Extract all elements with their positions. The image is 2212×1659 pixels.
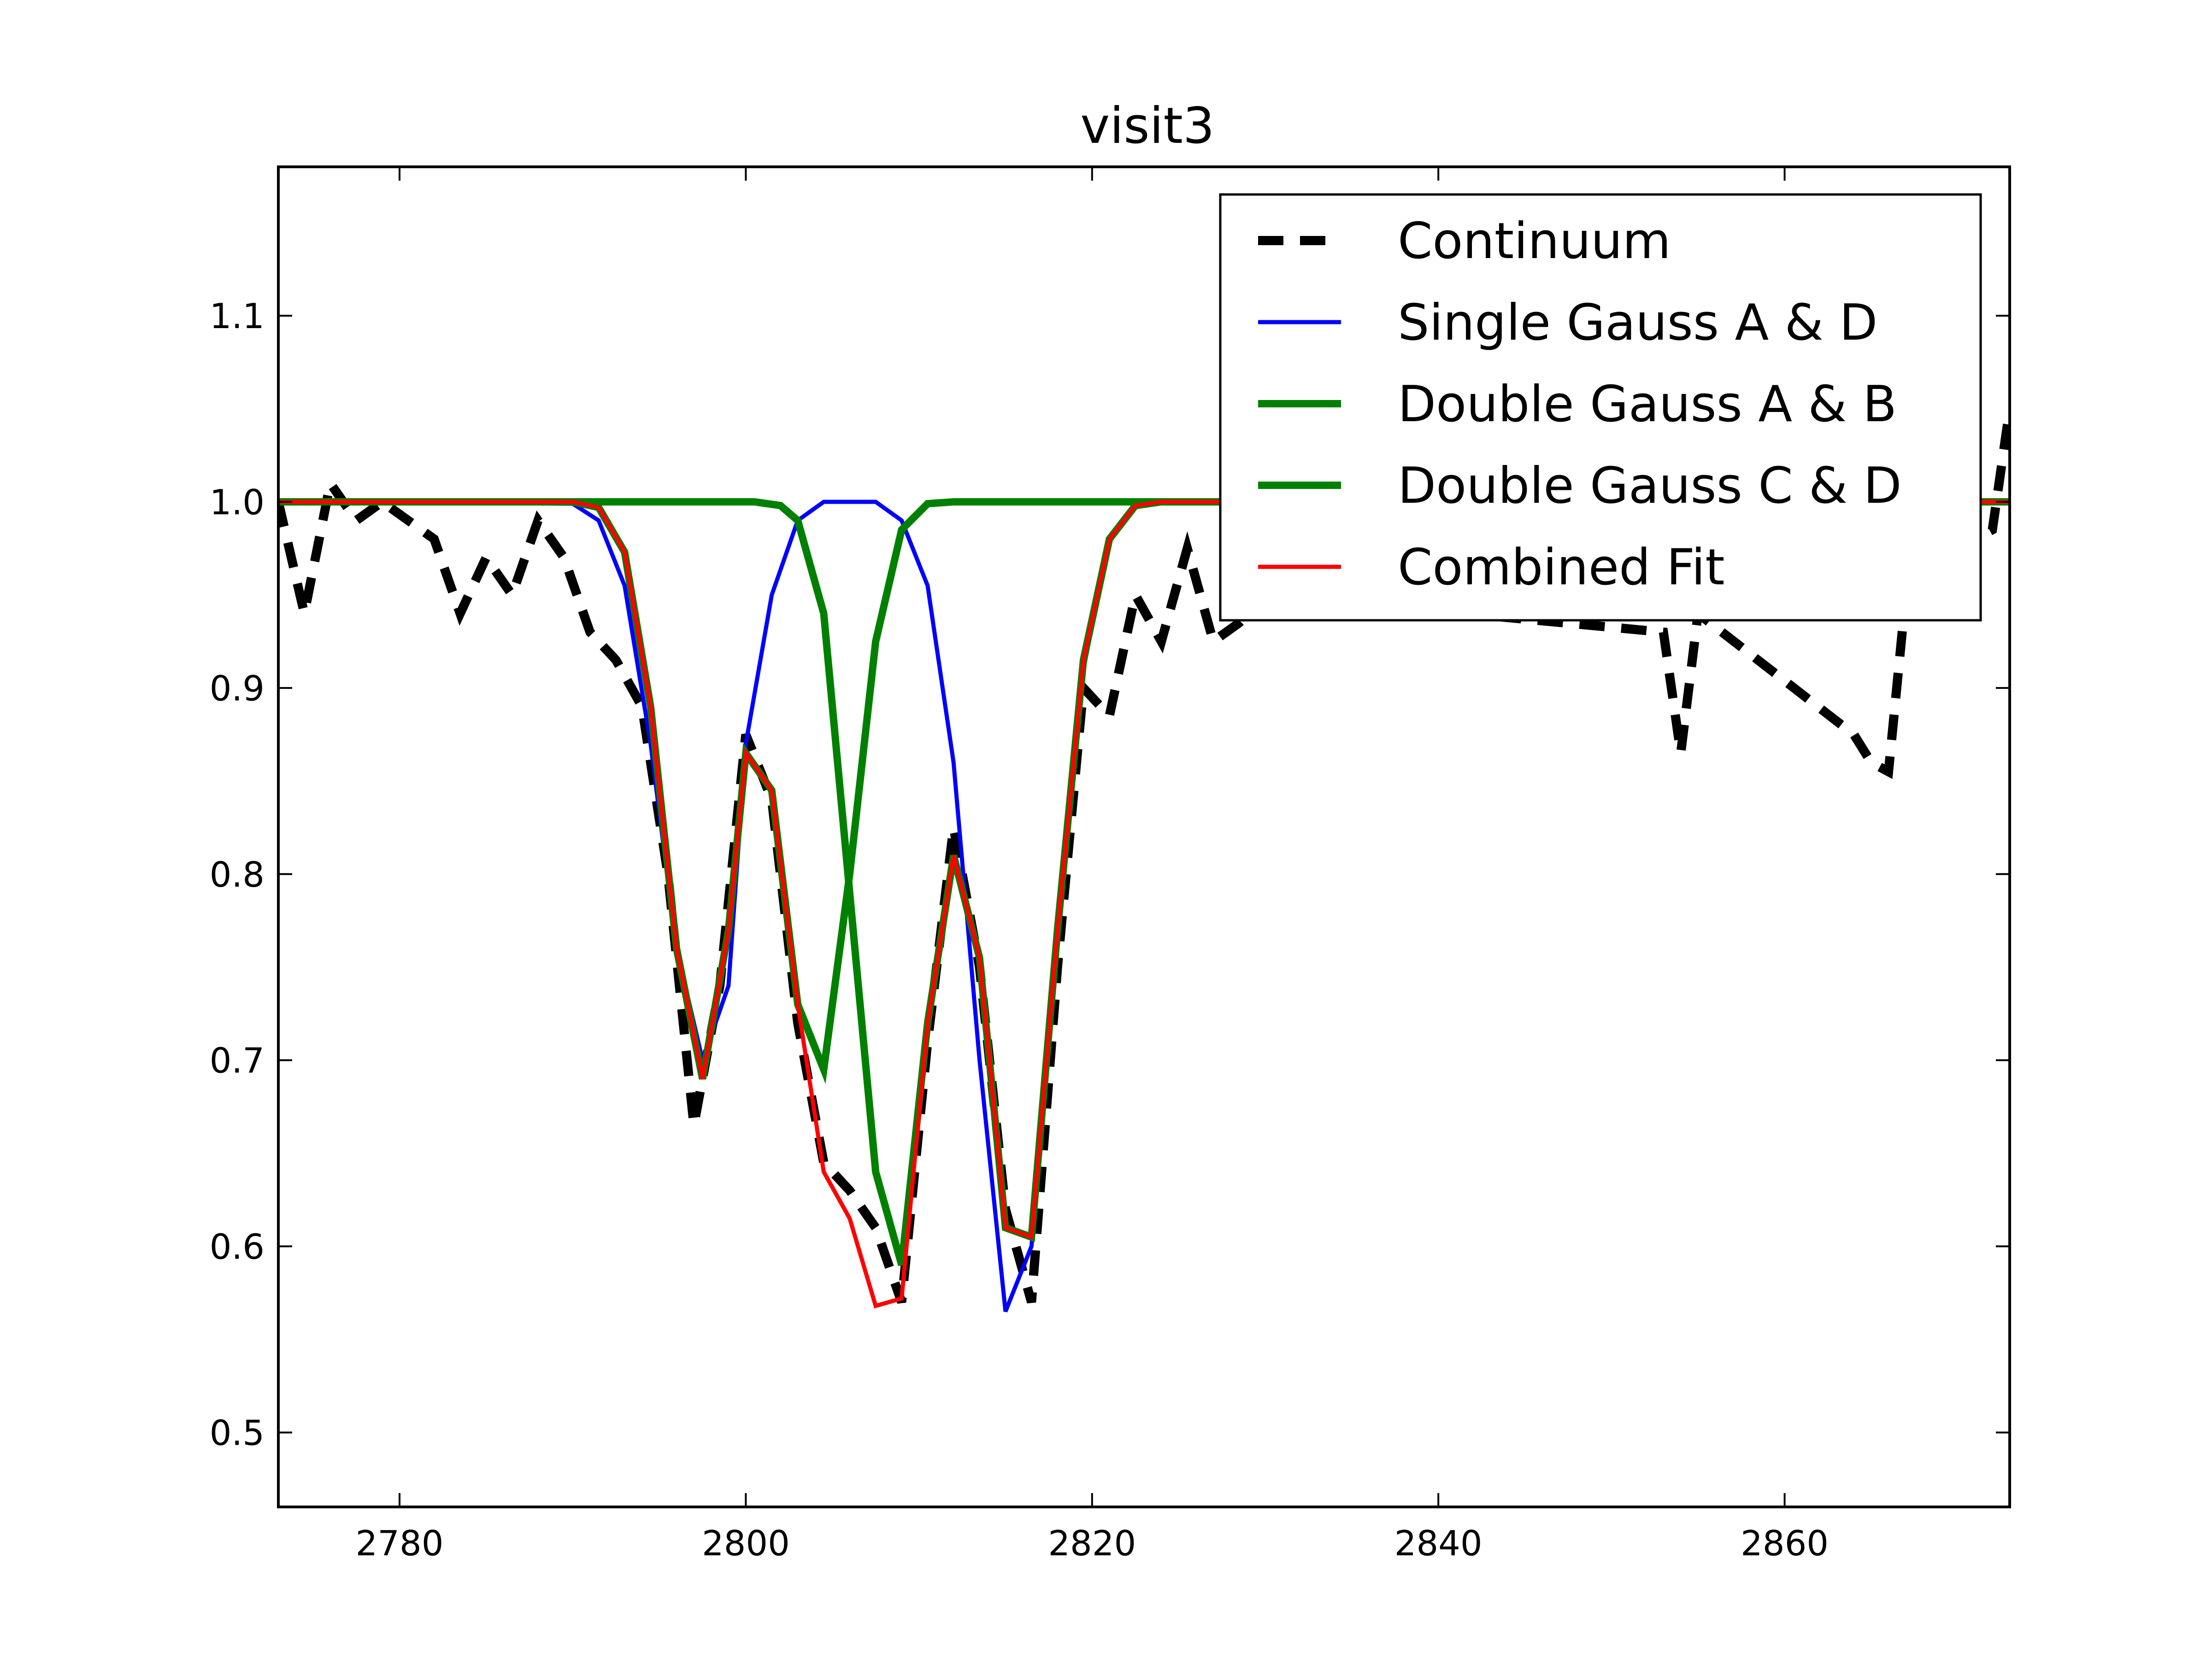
- x-tick-label: 2800: [702, 1523, 790, 1564]
- legend-label-single-gauss-a-d: Single Gauss A & D: [1398, 294, 1877, 352]
- series-line-continuum: [278, 408, 2010, 1304]
- y-tick-label: 1.0: [210, 482, 265, 523]
- x-tick-label: 2780: [356, 1523, 444, 1564]
- x-tick-label: 2840: [1394, 1523, 1483, 1564]
- series-line-combined-fit: [278, 500, 2010, 1309]
- y-tick-label: 0.8: [210, 854, 265, 895]
- y-tick-label: 0.7: [210, 1041, 265, 1081]
- legend-label-continuum: Continuum: [1398, 212, 1671, 270]
- plot-frame: [277, 165, 2011, 1508]
- series-line-single-gauss-a-d: [278, 500, 2010, 1312]
- legend-label-double-gauss-c-d: Double Gauss C & D: [1398, 457, 1902, 515]
- y-tick-label: 0.5: [210, 1412, 265, 1453]
- x-tick-label: 2860: [1741, 1523, 1829, 1564]
- legend: Continuum Single Gauss A & D Double Gauss …: [1219, 193, 1982, 622]
- y-tick-label: 1.1: [210, 296, 265, 336]
- y-tick-label: 0.6: [210, 1227, 265, 1267]
- y-tick-label: 0.9: [210, 668, 265, 709]
- chart-title: visit3: [1080, 97, 1214, 155]
- x-tick-label: 2820: [1048, 1523, 1136, 1564]
- legend-label-combined-fit: Combined Fit: [1398, 539, 1725, 596]
- legend-label-double-gauss-a-b: Double Gauss A & B: [1398, 376, 1897, 433]
- legend-box: [1219, 193, 1982, 622]
